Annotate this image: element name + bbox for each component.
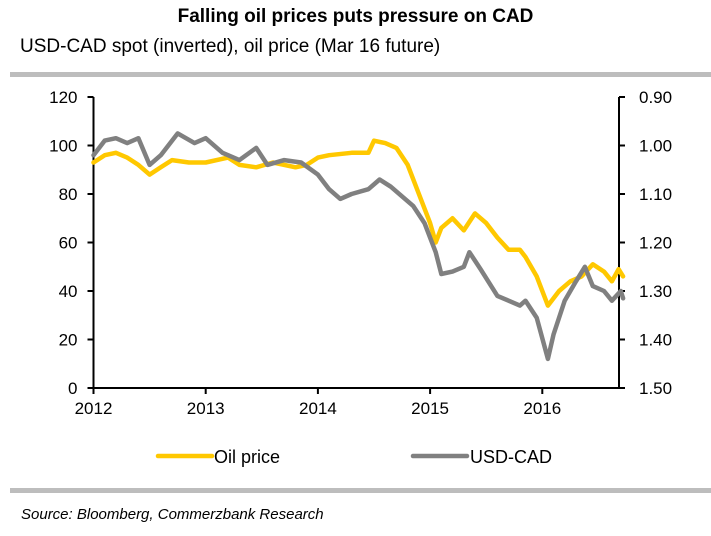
legend-label: USD-CAD (470, 447, 552, 467)
right-tick-label: 1.20 (639, 234, 672, 253)
source-note: Source: Bloomberg, Commerzbank Research (21, 506, 324, 523)
right-tick-label: 1.50 (639, 379, 672, 398)
series-line-oil-price (91, 138, 626, 308)
series-line-usd-cad (91, 131, 626, 362)
top-divider (10, 72, 711, 77)
right-tick-label: 1.40 (639, 331, 672, 350)
right-tick-label: 1.30 (639, 282, 672, 301)
chart-subtitle: USD-CAD spot (inverted), oil price (Mar … (20, 36, 441, 57)
left-tick-label: 40 (59, 282, 78, 301)
left-tick-label: 20 (59, 331, 78, 350)
x-tick-label: 2012 (75, 399, 113, 418)
chart-title: Falling oil prices puts pressure on CAD (177, 6, 534, 27)
bottom-divider (10, 488, 711, 493)
left-tick-label: 0 (68, 379, 77, 398)
legend: Oil price USD-CAD (155, 447, 552, 467)
x-tick-label: 2015 (411, 399, 449, 418)
left-tick-label: 60 (59, 234, 78, 253)
right-tick-label: 0.90 (639, 88, 672, 107)
left-tick-label: 80 (59, 185, 78, 204)
series-group (91, 131, 626, 362)
right-tick-label: 1.10 (639, 185, 672, 204)
legend-label: Oil price (214, 447, 280, 467)
x-tick-label: 2014 (299, 399, 337, 418)
x-tick-label: 2013 (187, 399, 225, 418)
axes: 0 20 40 60 80 100 120 0.90 1.00 1.10 1.20 1.30 1.40 1… (49, 88, 672, 418)
x-tick-label: 2016 (523, 399, 561, 418)
left-tick-label: 100 (49, 137, 77, 156)
right-tick-label: 1.00 (639, 137, 672, 156)
left-tick-label: 120 (49, 88, 77, 107)
